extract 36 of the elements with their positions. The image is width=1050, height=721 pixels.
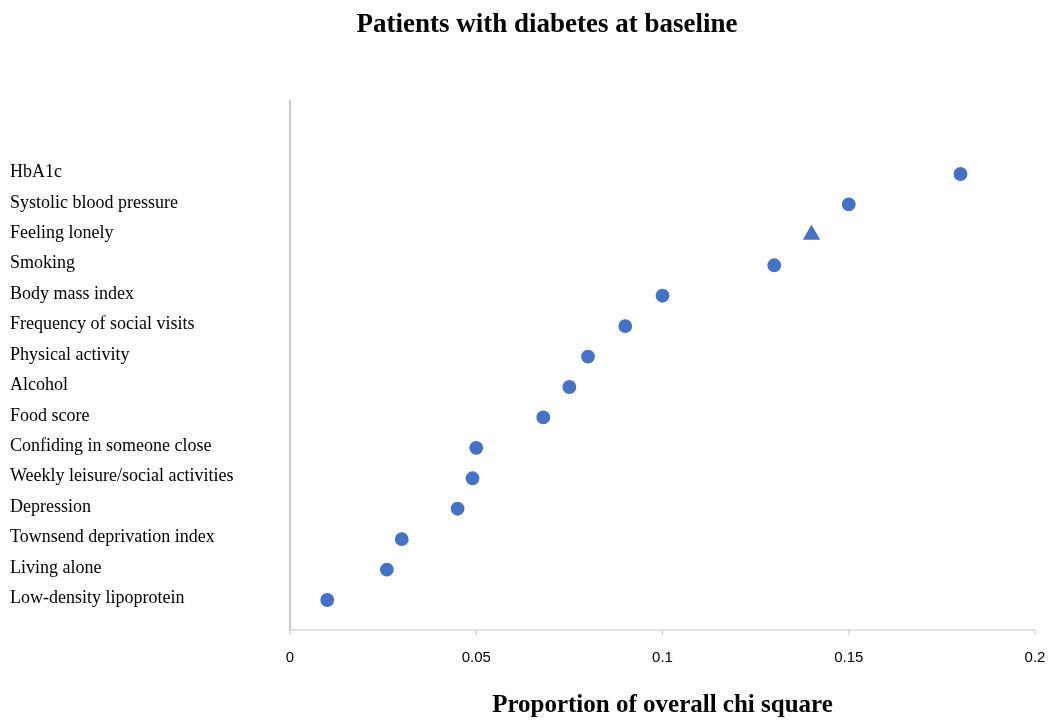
x-tick-label: 0 [285,648,295,665]
point [953,167,968,181]
point [379,562,394,577]
y-tick-label: Food score [10,404,90,425]
y-tick-label: Depression [10,495,91,516]
y-tick-label: Townsend deprivation index [10,526,215,547]
point [618,319,633,334]
y-tick-label: Low-density lipoprotein [10,587,185,608]
point [841,197,856,212]
y-tick-label: Living alone [10,556,102,577]
y-tick-label: Feeling lonely [10,221,114,242]
y-tick-label: Systolic blood pressure [10,191,178,212]
point [536,410,551,425]
y-tick-label: Confiding in someone close [10,434,212,455]
x-tick-label: 0.2 [1024,648,1046,665]
y-tick-label: Physical activity [10,343,130,364]
point [394,532,409,547]
point [767,258,782,273]
point [581,349,595,364]
point [469,440,484,455]
point [562,380,577,394]
point [450,501,465,516]
point [465,471,480,486]
point [655,288,670,303]
y-tick-label: Weekly leisure/social activities [10,465,234,486]
x-tick-label: 0.15 [834,648,864,665]
point [320,593,335,607]
x-tick-label: 0.05 [461,648,491,665]
y-tick-label: Smoking [10,252,76,273]
x-tick-label: 0.1 [652,648,673,665]
y-tick-label: HbA1c [10,161,62,182]
y-tick-label: Body mass index [10,282,134,303]
x-axis-title: Proportion of overall chi square [492,690,833,717]
chart-title: Patients with diabetes at baseline [356,8,738,38]
y-tick-label: Frequency of social visits [10,313,195,334]
y-tick-label: Alcohol [10,374,68,395]
